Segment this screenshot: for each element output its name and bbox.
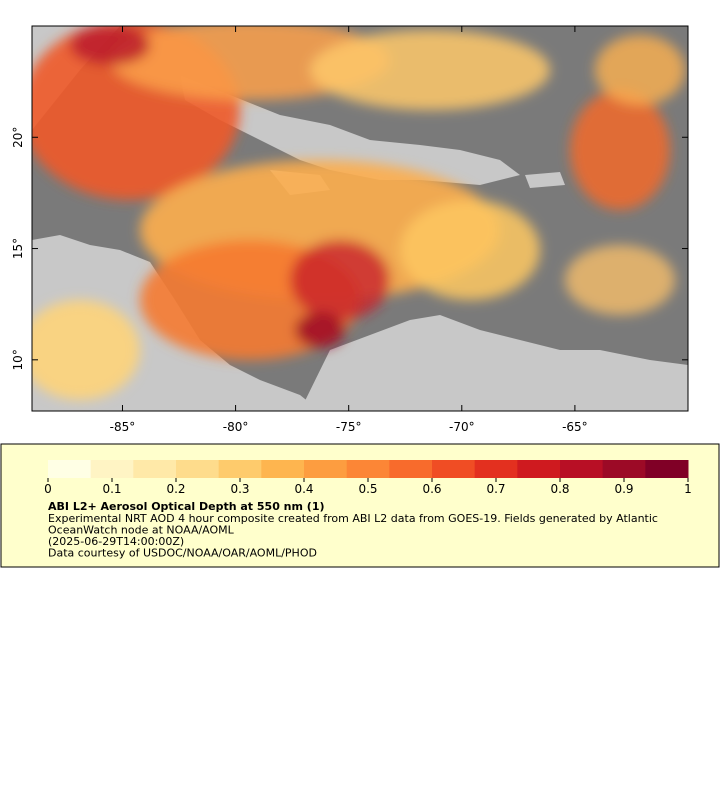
colorbar-segment bbox=[474, 460, 518, 478]
colorbar-segment bbox=[133, 460, 177, 478]
map-axes: -85° -80° -75° -70° -65° 10° 15° 20° bbox=[11, 26, 688, 434]
colorbar-segment bbox=[218, 460, 262, 478]
land-puerto-rico bbox=[525, 172, 565, 188]
x-tick-label: -80° bbox=[223, 420, 249, 434]
map-frame bbox=[31, 25, 689, 412]
colorbar-segment bbox=[389, 460, 433, 478]
colorbar-segment bbox=[261, 460, 305, 478]
colorbar-segment bbox=[517, 460, 561, 478]
colorbar-segment bbox=[602, 460, 646, 478]
aerosol-field bbox=[32, 26, 685, 400]
legend-line: Experimental NRT AOD 4 hour composite cr… bbox=[48, 512, 658, 525]
y-tick-label: 10° bbox=[11, 349, 25, 370]
colorbar-tick-label: 0.5 bbox=[358, 482, 377, 496]
land-south-america bbox=[300, 315, 688, 411]
colorbar-tick-label: 1 bbox=[684, 482, 692, 496]
y-tick-label: 20° bbox=[11, 127, 25, 148]
colorbar-segment bbox=[90, 460, 134, 478]
colorbar-segment bbox=[645, 460, 689, 478]
colorbar-segment bbox=[432, 460, 476, 478]
x-tick-label: -75° bbox=[336, 420, 362, 434]
x-tick-label: -65° bbox=[562, 420, 588, 434]
x-tick-label: -85° bbox=[110, 420, 136, 434]
colorbar-tick-label: 0.9 bbox=[614, 482, 633, 496]
colorbar-tick-label: 0.1 bbox=[102, 482, 121, 496]
colorbar-tick-label: 0.8 bbox=[550, 482, 569, 496]
colorbar-segment bbox=[48, 460, 92, 478]
colorbar-segment bbox=[304, 460, 348, 478]
colorbar-segment bbox=[560, 460, 604, 478]
colorbar-tick-label: 0 bbox=[44, 482, 52, 496]
colorbar-segment bbox=[346, 460, 390, 478]
colorbar-tick-label: 0.2 bbox=[166, 482, 185, 496]
legend-title: ABI L2+ Aerosol Optical Depth at 550 nm … bbox=[48, 500, 325, 513]
colorbar-tick-label: 0.7 bbox=[486, 482, 505, 496]
land-cuba bbox=[180, 75, 520, 185]
colorbar-tick-label: 0.3 bbox=[230, 482, 249, 496]
x-tick-label: -70° bbox=[449, 420, 475, 434]
map-image bbox=[32, 26, 688, 411]
legend-line: (2025-06-29T14:00:00Z) bbox=[48, 535, 184, 548]
legend-line: OceanWatch node at NOAA/AOML bbox=[48, 524, 235, 537]
colorbar-segment bbox=[176, 460, 220, 478]
colorbar-tick-label: 0.4 bbox=[294, 482, 313, 496]
y-tick-label: 15° bbox=[11, 238, 25, 259]
colorbar-tick-label: 0.6 bbox=[422, 482, 441, 496]
legend: ABI L2+ Aerosol Optical Depth at 550 nm … bbox=[44, 460, 692, 560]
legend-line: Data courtesy of USDOC/NOAA/OAR/AOML/PHO… bbox=[48, 547, 317, 560]
